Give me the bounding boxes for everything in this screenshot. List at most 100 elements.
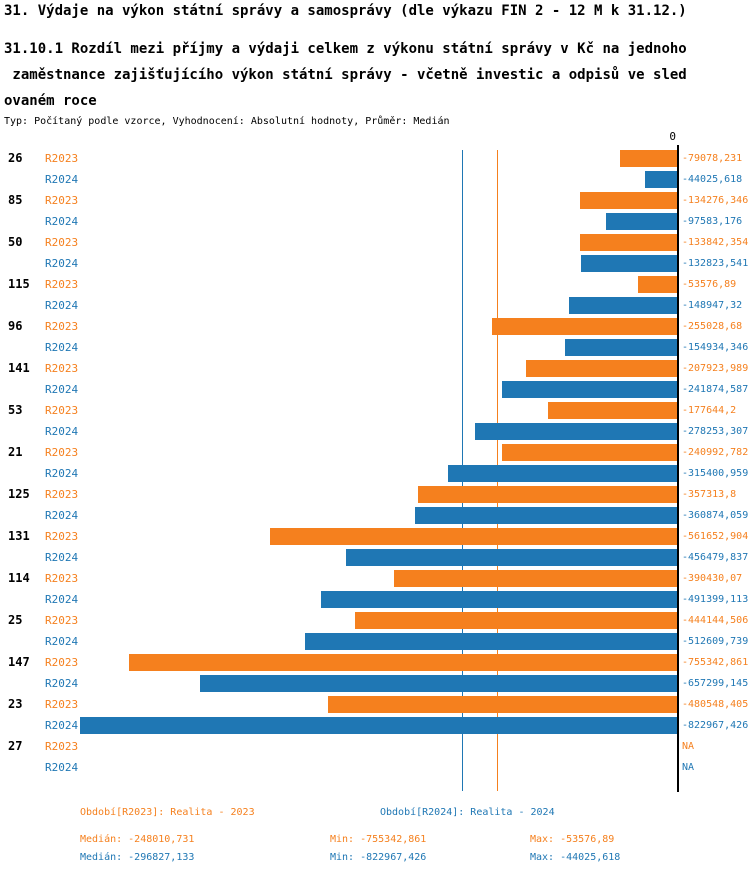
series-label-r2023: R2023 bbox=[45, 488, 79, 501]
series-label-r2023: R2023 bbox=[45, 530, 79, 543]
chart-row: 21 R2023 R2024 -240992,782 -315400,959 bbox=[0, 444, 750, 486]
value-label-r2023: -79078,231 bbox=[682, 153, 743, 164]
bar-r2023 bbox=[393, 570, 677, 587]
bar-r2024 bbox=[501, 381, 677, 398]
stat-max-r2023: Max: -53576,89 bbox=[530, 834, 615, 845]
page-title: 31. Výdaje na výkon státní správy a samo… bbox=[4, 3, 687, 19]
stat-min-r2023: Min: -755342,861 bbox=[330, 834, 427, 845]
page-subtitle: 31.10.1 Rozdíl mezi příjmy a výdaji celk… bbox=[4, 36, 687, 114]
chart-row: 85 R2023 R2024 -134276,346 -97583,176 bbox=[0, 192, 750, 234]
chart-row: 27 R2023 R2024 NA NA bbox=[0, 738, 750, 780]
value-label-r2023: -134276,346 bbox=[682, 195, 749, 206]
series-label-r2024: R2024 bbox=[45, 215, 79, 228]
series-label-r2024: R2024 bbox=[45, 257, 79, 270]
value-label-r2024: -278253,307 bbox=[682, 426, 749, 437]
bar-r2023 bbox=[502, 444, 677, 461]
value-label-r2024: -360874,059 bbox=[682, 510, 749, 521]
subtitle-line: zaměstnance zajišťujícího výkon státní s… bbox=[4, 67, 687, 83]
bar-r2023 bbox=[129, 654, 677, 671]
value-label-r2023: -53576,89 bbox=[682, 279, 737, 290]
value-label-r2023: -390430,07 bbox=[682, 573, 743, 584]
row-id-label: 21 bbox=[8, 445, 23, 459]
series-label-r2024: R2024 bbox=[45, 551, 79, 564]
value-label-r2023: -561652,904 bbox=[682, 531, 749, 542]
series-label-r2024: R2024 bbox=[45, 677, 79, 690]
bar-r2024 bbox=[645, 171, 677, 188]
chart-row: 96 R2023 R2024 -255028,68 -154934,346 bbox=[0, 318, 750, 360]
row-id-label: 27 bbox=[8, 739, 23, 753]
value-label-r2024: -97583,176 bbox=[682, 216, 743, 227]
stat-median-r2024: Medián: -296827,133 bbox=[80, 852, 195, 863]
series-label-r2023: R2023 bbox=[45, 236, 79, 249]
series-label-r2023: R2023 bbox=[45, 278, 79, 291]
series-label-r2024: R2024 bbox=[45, 509, 79, 522]
chart-row: 23 R2023 R2024 -480548,405 -822967,426 bbox=[0, 696, 750, 738]
chart-row: 131 R2023 R2024 -561652,904 -456479,837 bbox=[0, 528, 750, 570]
series-label-r2023: R2023 bbox=[45, 698, 79, 711]
bar-r2024 bbox=[345, 549, 677, 566]
row-id-label: 50 bbox=[8, 235, 23, 249]
value-label-r2023: -177644,2 bbox=[682, 405, 737, 416]
row-id-label: 131 bbox=[8, 529, 30, 543]
series-label-r2023: R2023 bbox=[45, 572, 79, 585]
series-label-r2023: R2023 bbox=[45, 152, 79, 165]
row-id-label: 125 bbox=[8, 487, 30, 501]
row-id-label: 25 bbox=[8, 613, 23, 627]
subtitle-line: ovaném roce bbox=[4, 93, 97, 109]
series-label-r2023: R2023 bbox=[45, 656, 79, 669]
series-label-r2024: R2024 bbox=[45, 467, 79, 480]
bar-r2023 bbox=[579, 234, 677, 251]
value-label-r2023: -480548,405 bbox=[682, 699, 749, 710]
stat-min-r2024: Min: -822967,426 bbox=[330, 852, 427, 863]
bar-r2023 bbox=[638, 276, 677, 293]
stat-median-r2023: Medián: -248010,731 bbox=[80, 834, 195, 845]
bar-r2024 bbox=[200, 675, 677, 692]
chart-row: 115 R2023 R2024 -53576,89 -148947,32 bbox=[0, 276, 750, 318]
value-label-r2024: -132823,541 bbox=[682, 258, 749, 269]
series-label-r2023: R2023 bbox=[45, 320, 79, 333]
value-label-r2023: -133842,354 bbox=[682, 237, 749, 248]
chart-row: 26 R2023 R2024 -79078,231 -44025,618 bbox=[0, 150, 750, 192]
row-id-label: 115 bbox=[8, 277, 30, 291]
row-id-label: 96 bbox=[8, 319, 23, 333]
value-label-r2023: -357313,8 bbox=[682, 489, 737, 500]
bar-r2023 bbox=[417, 486, 677, 503]
value-label-r2024: -44025,618 bbox=[682, 174, 743, 185]
legend-r2024: Období[R2024]: Realita - 2024 bbox=[380, 807, 555, 818]
value-label-r2023: -207923,989 bbox=[682, 363, 749, 374]
series-label-r2023: R2023 bbox=[45, 194, 79, 207]
bar-r2024 bbox=[80, 717, 677, 734]
chart-row: 114 R2023 R2024 -390430,07 -491399,113 bbox=[0, 570, 750, 612]
legend-r2023: Období[R2023]: Realita - 2023 bbox=[80, 807, 255, 818]
value-label-r2024: -315400,959 bbox=[682, 468, 749, 479]
series-label-r2024: R2024 bbox=[45, 299, 79, 312]
chart-row: 147 R2023 R2024 -755342,861 -657299,145 bbox=[0, 654, 750, 696]
row-id-label: 23 bbox=[8, 697, 23, 711]
value-label-r2023: -755342,861 bbox=[682, 657, 749, 668]
row-id-label: 114 bbox=[8, 571, 30, 585]
subtitle-line: 31.10.1 Rozdíl mezi příjmy a výdaji celk… bbox=[4, 41, 687, 57]
bar-r2023 bbox=[269, 528, 677, 545]
series-label-r2023: R2023 bbox=[45, 404, 79, 417]
bar-r2023 bbox=[526, 360, 677, 377]
bar-r2024 bbox=[606, 213, 677, 230]
chart-row: 25 R2023 R2024 -444144,506 -512609,739 bbox=[0, 612, 750, 654]
stat-max-r2024: Max: -44025,618 bbox=[530, 852, 621, 863]
bar-r2023 bbox=[579, 192, 677, 209]
value-label-r2024: -241874,587 bbox=[682, 384, 749, 395]
value-label-r2023: -240992,782 bbox=[682, 447, 749, 458]
chart-row: 125 R2023 R2024 -357313,8 -360874,059 bbox=[0, 486, 750, 528]
zero-axis-line bbox=[677, 145, 679, 792]
value-label-r2024: -512609,739 bbox=[682, 636, 749, 647]
bar-r2024 bbox=[568, 297, 677, 314]
series-label-r2024: R2024 bbox=[45, 761, 79, 774]
series-label-r2023: R2023 bbox=[45, 362, 79, 375]
row-id-label: 147 bbox=[8, 655, 30, 669]
series-label-r2023: R2023 bbox=[45, 740, 79, 753]
chart-row: 53 R2023 R2024 -177644,2 -278253,307 bbox=[0, 402, 750, 444]
row-id-label: 53 bbox=[8, 403, 23, 417]
axis-zero-label: 0 bbox=[669, 130, 676, 143]
series-label-r2024: R2024 bbox=[45, 173, 79, 186]
